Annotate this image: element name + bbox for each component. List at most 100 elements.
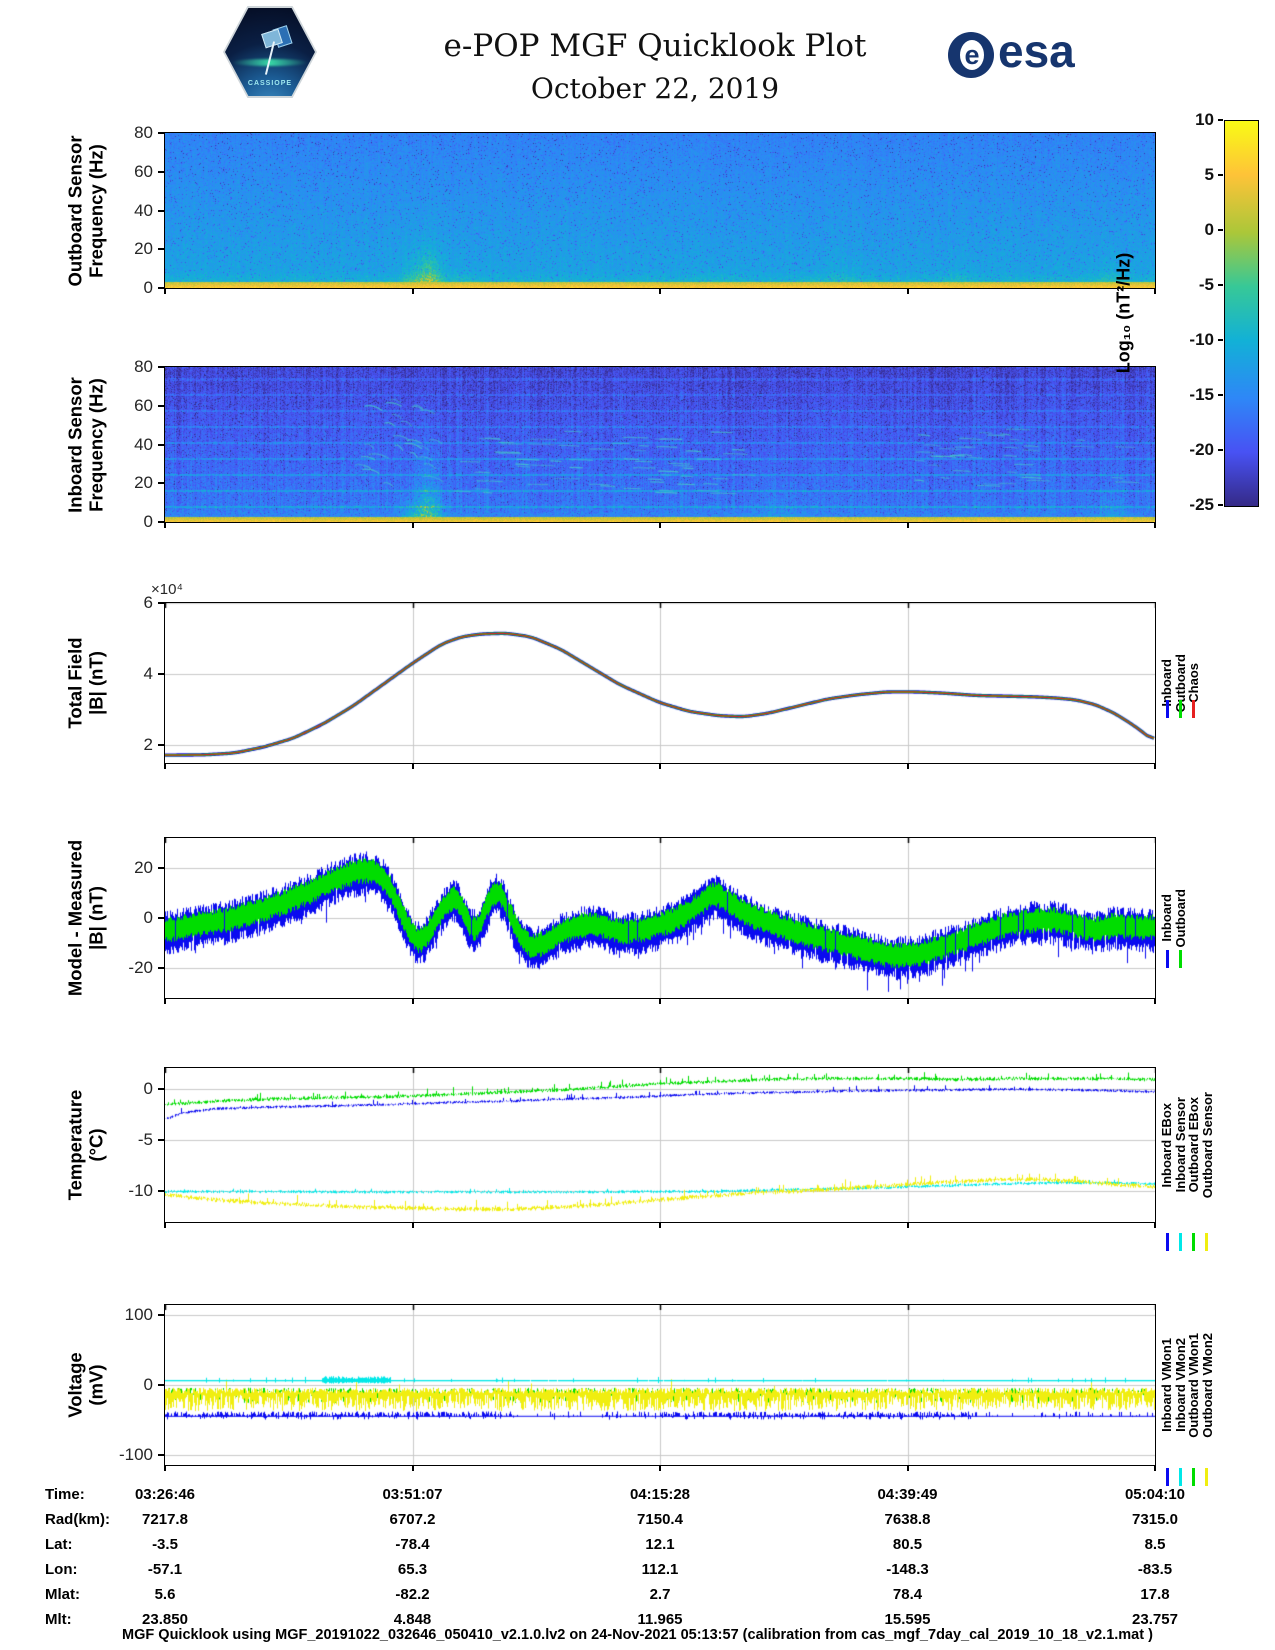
ytick-inboard_spectrogram: 60 — [134, 395, 153, 415]
ytickmark — [158, 917, 164, 919]
panel-temperature — [164, 1067, 1156, 1223]
table-cell: 03:26:46 — [134, 1486, 196, 1503]
colorbar-tick-label: -15 — [1189, 385, 1214, 404]
ytick-temperature: -10 — [128, 1181, 153, 1201]
table-cell: 12.1 — [645, 1536, 675, 1553]
table-cell: 65.3 — [397, 1561, 428, 1578]
colorbar-tick-label: -10 — [1189, 330, 1214, 349]
ytick-voltage: -100 — [118, 1444, 153, 1464]
xtickmark — [411, 998, 414, 1004]
table-cell: -78.4 — [395, 1536, 430, 1553]
ytickmark — [158, 443, 164, 446]
xtickmark — [659, 763, 661, 769]
table-cell: -57.1 — [147, 1561, 183, 1578]
footer-provenance-text: MGF Quicklook using MGF_20191022_032646_… — [122, 1627, 1153, 1643]
xtickmark — [411, 763, 414, 769]
esa-globe-icon: e — [948, 32, 994, 78]
ylabel-outboard_spectrogram: Outboard Sensor Frequency (Hz) — [64, 134, 107, 287]
cassiope-label: CASSIOPE — [247, 80, 293, 87]
page-subtitle: October 22, 2019 — [530, 72, 780, 105]
table-row-label: Mlt: — [45, 1611, 72, 1628]
ylabel-total_field: Total Field |B| (nT) — [64, 637, 107, 729]
table-cell: 78.4 — [892, 1586, 923, 1603]
ytick-outboard_spectrogram: 40 — [134, 200, 153, 220]
ytickmark — [158, 1138, 164, 1141]
ytickmark — [158, 673, 164, 676]
ytickmark — [158, 287, 164, 289]
table-cell: -3.5 — [152, 1536, 178, 1553]
ytick-inboard_spectrogram: 80 — [134, 357, 153, 376]
ytick-voltage: 100 — [124, 1305, 153, 1325]
canvas-inboard_spectrogram — [165, 367, 1155, 522]
xtickmark — [411, 1465, 414, 1471]
legend-dash-model_minus_measured — [1179, 950, 1182, 968]
legend-label-voltage: Inboard VMon1 — [1159, 1338, 1174, 1432]
colorbar-tickmark — [1218, 284, 1223, 286]
table-cell: 04:15:28 — [629, 1486, 691, 1503]
canvas-outboard_spectrogram — [165, 133, 1155, 288]
xtickmark — [411, 1222, 414, 1228]
legend-dash-voltage — [1205, 1468, 1208, 1486]
ytickmark — [158, 1190, 164, 1193]
legend-dash-voltage — [1179, 1468, 1182, 1486]
legend-dash-voltage — [1192, 1468, 1195, 1486]
colorbar-tickmark — [1218, 449, 1223, 451]
legend-temperature: Inboard EBox Inboard Sensor Outboard EBox O… — [1159, 1068, 1215, 1222]
xtickmark — [906, 288, 909, 294]
table-cell: 23.850 — [142, 1611, 188, 1628]
xtickmark — [164, 1465, 166, 1471]
ylabel-inboard_spectrogram: Inboard Sensor Frequency (Hz) — [64, 376, 107, 513]
esa-logo: e esa — [948, 25, 1075, 82]
ytickmark — [158, 1384, 164, 1386]
colorbar-tick-label: -25 — [1189, 495, 1214, 514]
table-cell: 15.595 — [884, 1611, 931, 1628]
colorbar-axis-label: Log₁₀ (nT²/Hz) — [1113, 252, 1134, 373]
xtickmark — [659, 522, 661, 528]
xtickmark — [164, 998, 166, 1004]
panel-inboard_spectrogram — [164, 366, 1156, 523]
ytickmark — [158, 521, 164, 523]
colorbar-tick-label: -20 — [1189, 440, 1214, 459]
table-row-label: Rad(km): — [45, 1511, 111, 1528]
ytick-inboard_spectrogram: 0 — [143, 512, 153, 531]
ytickmark — [158, 1314, 164, 1317]
ytick-total_field: 4 — [143, 664, 153, 684]
canvas-total_field — [165, 603, 1155, 763]
table-cell: -148.3 — [886, 1561, 929, 1578]
legend-total_field: Inboard Outboard Chaos — [1159, 603, 1202, 763]
legend-voltage: Inboard VMon1 Inboard VMon2 Outboard VMon1… — [1159, 1305, 1215, 1465]
legend-model_minus_measured: Inboard Outboard — [1159, 838, 1188, 998]
colorbar-tickmark — [1218, 394, 1223, 396]
panel-model_minus_measured — [164, 837, 1156, 999]
table-cell: 6707.2 — [389, 1511, 436, 1528]
legend-dash-total_field — [1166, 700, 1169, 718]
legend-dash-temperature — [1192, 1233, 1195, 1251]
legend-dash-temperature — [1166, 1233, 1169, 1251]
colorbar-tick-label: -5 — [1198, 275, 1214, 294]
panel-total_field — [164, 602, 1156, 764]
xtickmark — [1154, 998, 1156, 1004]
ytick-temperature: 0 — [143, 1078, 153, 1098]
table-cell: 4.848 — [393, 1611, 432, 1628]
xtickmark — [906, 998, 909, 1004]
ytickmark — [158, 482, 164, 485]
ytickmark — [158, 744, 164, 747]
colorbar — [1224, 120, 1259, 507]
xtickmark — [659, 1222, 661, 1228]
legend-dash-voltage — [1166, 1468, 1169, 1486]
ytick-outboard_spectrogram: 20 — [134, 239, 153, 259]
colorbar-tickmark — [1218, 339, 1223, 341]
ytick-outboard_spectrogram: 0 — [143, 278, 153, 297]
xtickmark — [1154, 288, 1156, 294]
table-cell: -83.5 — [1137, 1561, 1173, 1578]
table-cell: 2.7 — [649, 1586, 671, 1603]
xtickmark — [906, 1465, 909, 1471]
panel-outboard_spectrogram — [164, 132, 1156, 289]
colorbar-tickmark — [1218, 174, 1223, 176]
legend-label-total_field: Chaos — [1186, 663, 1202, 703]
table-cell: 5.6 — [154, 1586, 176, 1603]
xtickmark — [411, 288, 414, 294]
ylabel-voltage: Voltage (mV) — [64, 1352, 107, 1418]
cassiope-mission-logo: CASSIOPE — [223, 6, 317, 98]
ylabel-model_minus_measured: Model - Measured |B| (nT) — [64, 839, 107, 997]
